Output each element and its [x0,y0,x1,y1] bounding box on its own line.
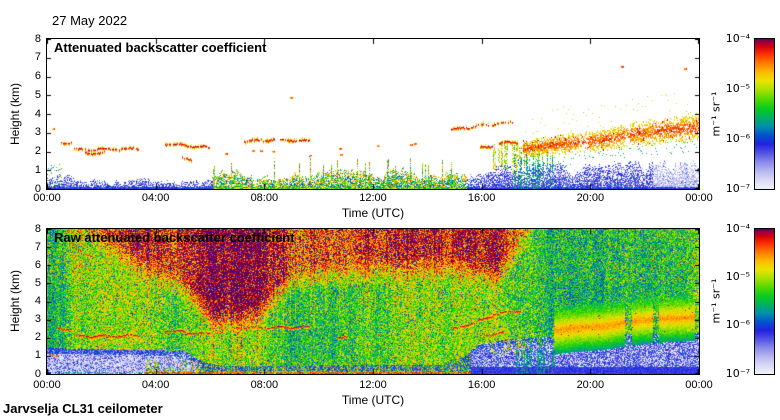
y-tick-label: 5 [34,88,41,101]
x-tick-label: 16:00 [467,379,496,391]
x-tick-labels-top-panel: 00:00 04:00 08:00 12:00 16:00 20:00 00:00 [33,192,713,206]
y-tick-label: 7 [34,240,41,253]
y-tick-label: 1 [34,163,41,176]
x-axis-label-top-panel: Time (UTC) [341,206,405,220]
y-tick-label: 2 [34,145,41,157]
colorbar-tick-label: 10⁻⁶ [725,131,750,145]
panel-title-raw: Raw attenuated backscatter coefficient [54,230,295,245]
colorbar-tick-label: 10⁻⁵ [725,269,750,283]
x-tick-label: 00:00 [33,379,61,391]
x-tick-label: 08:00 [250,379,279,391]
y-tick-label: 8 [34,222,41,235]
y-tick-label: 2 [34,331,41,344]
x-tick-labels-bottom-panel: 00:00 04:00 08:00 12:00 16:00 20:00 00:00 [33,379,713,393]
y-tick-labels-top-panel: 0 1 2 3 4 5 6 7 8 [26,33,43,195]
x-tick-label: 08:00 [250,192,279,204]
station-label: Jarvselja CL31 ceilometer [3,401,163,416]
date-label: 27 May 2022 [52,13,128,28]
x-tick-label: 00:00 [33,192,61,204]
x-tick-label: 00:00 [685,379,713,391]
x-tick-label: 12:00 [359,379,387,391]
x-tick-label: 16:00 [467,192,496,204]
y-tick-labels-bottom-panel: 0 1 2 3 4 5 6 7 8 [26,223,43,380]
x-tick-label: 12:00 [359,192,387,204]
x-axis-label-bottom-panel: Time (UTC) [341,393,405,407]
processed-backscatter-panel: Attenuated backscatter coefficient [46,38,700,190]
y-tick-label: 0 [34,182,41,195]
y-tick-label: 1 [34,349,41,362]
colorbar-bottom [754,228,775,375]
y-tick-label: 3 [34,313,41,326]
y-tick-label: 3 [34,126,41,139]
y-tick-label: 4 [34,295,41,307]
y-tick-label: 7 [34,51,41,64]
colorbar-tick-label: 10⁻⁶ [725,318,750,332]
processed-backscatter-heatmap-canvas [47,39,699,189]
x-tick-label: 00:00 [685,192,713,204]
y-tick-label: 4 [34,107,41,120]
raw-backscatter-panel: Raw attenuated backscatter coefficient [46,228,700,375]
y-tick-label: 6 [34,70,41,82]
colorbar-tick-label: 10⁻⁴ [725,31,750,45]
y-tick-label: 0 [34,367,41,380]
x-tick-label: 20:00 [576,379,605,391]
y-tick-label: 8 [34,32,41,45]
y-axis-label-bottom-panel: Height (km) [8,269,22,333]
colorbar-unit-label-bottom: m⁻¹ sr⁻¹ [709,278,723,324]
x-tick-label: 04:00 [141,379,170,391]
colorbar-tick-labels-bottom: 10⁻⁴ 10⁻⁵ 10⁻⁶ 10⁻⁷ [700,222,752,380]
x-tick-label: 20:00 [576,192,605,204]
colorbar-tick-label: 10⁻⁷ [725,181,750,195]
colorbar-tick-label: 10⁻⁷ [725,366,750,380]
panel-title-processed: Attenuated backscatter coefficient [54,40,267,55]
x-tick-label: 04:00 [141,192,170,204]
colorbar-tick-label: 10⁻⁴ [725,221,750,235]
colorbar-tick-labels-top: 10⁻⁴ 10⁻⁵ 10⁻⁶ 10⁻⁷ [700,32,752,195]
y-tick-label: 5 [34,276,41,289]
colorbar-top [754,38,775,190]
colorbar-tick-label: 10⁻⁵ [725,81,750,95]
raw-backscatter-heatmap-canvas [47,229,699,374]
colorbar-unit-label-top: m⁻¹ sr⁻¹ [709,91,723,137]
y-tick-label: 6 [34,258,41,271]
y-axis-label-top-panel: Height (km) [8,82,22,146]
